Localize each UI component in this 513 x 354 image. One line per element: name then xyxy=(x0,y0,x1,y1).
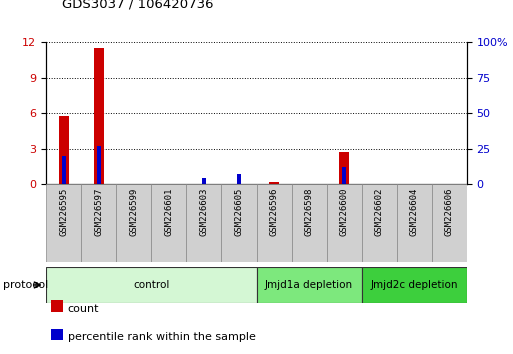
Bar xyxy=(362,184,397,262)
Bar xyxy=(59,116,69,184)
Bar xyxy=(46,267,256,303)
Bar xyxy=(269,182,279,184)
Bar xyxy=(362,267,467,303)
Text: GSM226605: GSM226605 xyxy=(234,188,244,236)
Text: Jmjd2c depletion: Jmjd2c depletion xyxy=(370,280,458,290)
Text: GDS3037 / 106420736: GDS3037 / 106420736 xyxy=(62,0,213,11)
Bar xyxy=(186,184,222,262)
Text: GSM226604: GSM226604 xyxy=(410,188,419,236)
Text: GSM226602: GSM226602 xyxy=(374,188,384,236)
Text: protocol: protocol xyxy=(3,280,48,290)
Text: Jmjd1a depletion: Jmjd1a depletion xyxy=(265,280,353,290)
Text: GSM226606: GSM226606 xyxy=(445,188,454,236)
Text: GSM226600: GSM226600 xyxy=(340,188,349,236)
Text: GSM226603: GSM226603 xyxy=(200,188,208,236)
Bar xyxy=(202,178,206,184)
Text: GSM226601: GSM226601 xyxy=(164,188,173,236)
Bar xyxy=(116,184,151,262)
Text: GSM226597: GSM226597 xyxy=(94,188,103,236)
Text: percentile rank within the sample: percentile rank within the sample xyxy=(68,332,255,342)
Bar xyxy=(222,184,256,262)
Bar xyxy=(339,152,349,184)
Bar xyxy=(62,156,66,184)
Bar xyxy=(432,184,467,262)
Bar xyxy=(81,184,116,262)
Text: GSM226595: GSM226595 xyxy=(59,188,68,236)
Bar xyxy=(96,146,101,184)
Bar xyxy=(46,184,81,262)
Bar xyxy=(327,184,362,262)
Text: control: control xyxy=(133,280,169,290)
Bar xyxy=(397,184,432,262)
Bar xyxy=(94,48,104,184)
Bar xyxy=(151,184,186,262)
Bar xyxy=(342,167,346,184)
Bar xyxy=(256,267,362,303)
Bar xyxy=(237,174,241,184)
Text: GSM226599: GSM226599 xyxy=(129,188,139,236)
Bar xyxy=(256,184,291,262)
Text: GSM226598: GSM226598 xyxy=(305,188,313,236)
Text: count: count xyxy=(68,304,99,314)
Text: GSM226596: GSM226596 xyxy=(269,188,279,236)
Bar xyxy=(291,184,327,262)
